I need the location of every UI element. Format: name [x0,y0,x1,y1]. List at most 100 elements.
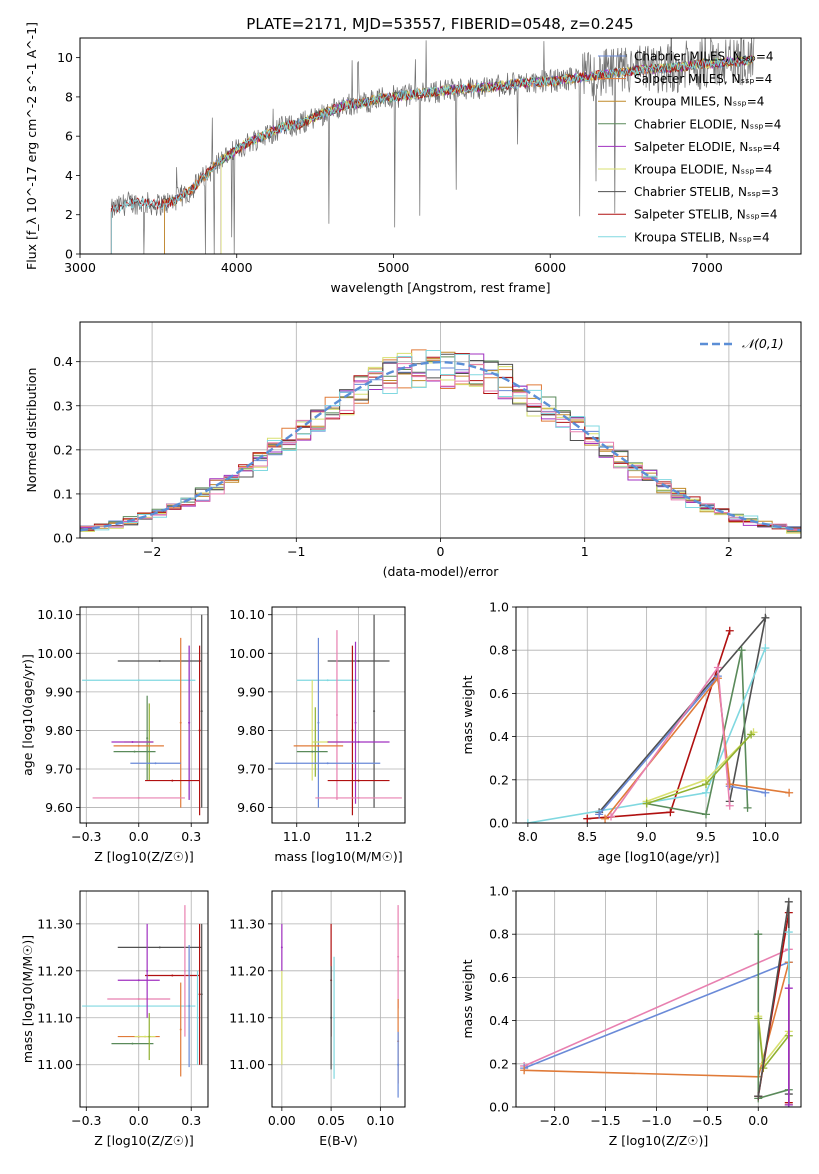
x-tick-label: 11.2 [345,829,373,844]
axes-frame [515,606,802,824]
y-tick-label: 11.20 [229,963,265,978]
series-line-chabrier-miles [523,961,790,1069]
y-tick-label: 10 [57,50,73,65]
normal-curve [80,360,801,532]
series-line-pink [610,665,731,817]
x-tick-label: 2 [725,544,733,559]
x-tick-label: 0.3 [181,829,201,844]
data-point [146,737,149,740]
y-tick-label: 11.10 [229,1010,265,1025]
y-tick-label: 10.00 [229,646,265,661]
panel-weight-vs-age: 8.0 8.5 9.0 9.5 10.0 0.0 0.2 0.4 0.6 0.8 1.0 age [l… [460,600,802,864]
data-point [326,762,329,765]
data-point [137,744,140,747]
point-marker [743,803,752,812]
x-tick-label: 8.5 [577,829,597,844]
data-point [330,1016,333,1019]
point-marker [754,930,763,939]
axes-frame [271,606,406,824]
data-point [131,1042,134,1045]
y-tick-label: 9.80 [237,723,265,738]
data-point [200,993,203,996]
data-point [179,721,182,724]
y-tick-label: 0.3 [53,398,73,413]
point-marker [595,810,604,819]
axes-frame [515,890,802,1108]
data-point [311,729,314,732]
series-line-chabrier-elodie [757,934,790,1100]
panel-spectrum: 3000 4000 5000 6000 7000 0 2 4 6 8 10 wavelength [A… [24,22,802,295]
data-point [146,969,149,972]
series-line-kroupa-elodie [646,731,755,803]
data-point [179,1028,182,1031]
data-point [280,1016,283,1019]
plot-area [82,614,203,816]
series-line-chabrier-stelib [757,901,790,1097]
data-point [171,779,174,782]
y-tick-label: 9.90 [237,684,265,699]
histogram-step-pink [80,363,801,533]
x-tick-label: 0.10 [366,1113,394,1128]
data-point [357,741,360,743]
y-tick-label: 0.2 [489,1056,509,1071]
y-tick-label: 0.4 [53,354,73,369]
x-tick-label: 10.0 [751,829,779,844]
figure-title: PLATE=2171, MJD=53557, FIBERID=0548, z=0… [246,15,633,33]
plot-area [280,905,400,1098]
plot-area [520,897,793,1107]
series-line-salpeter-stelib [587,630,731,820]
y-axis-label: Normed distribution [24,368,39,493]
y-axis-label: mass weight [460,959,475,1038]
data-point [333,1016,336,1019]
panel-age-vs-mass: 11.0 11.2 9.60 9.70 9.80 9.90 10.00 10.10 mass [… [229,606,406,864]
y-tick-label: 11.00 [37,1057,73,1072]
data-point [198,729,201,732]
data-point [357,779,360,782]
point-marker [761,613,770,622]
panel-residuals: −2 −1 0 1 2 0.0 0.1 0.2 0.3 0.4 (data-model)/error… [24,321,802,579]
x-tick-label: −0.3 [71,829,101,844]
x-tick-label: −0.3 [71,1113,101,1128]
point-marker [761,644,770,653]
series-line-salpeter-stelib [757,912,790,1103]
y-axis-label: mass weight [460,675,475,754]
data-point [137,679,140,682]
point-marker [784,984,793,993]
x-tick-label: −0.5 [692,1113,722,1128]
data-point [357,796,360,799]
x-tick-label: 9.5 [696,829,716,844]
data-point [183,969,186,972]
y-tick-label: 0.2 [489,772,509,787]
point-marker [737,646,746,655]
x-tick-label: 1 [581,544,589,559]
x-tick-label: 7000 [691,260,723,275]
x-tick-label: −2.0 [539,1113,569,1128]
plot-area [275,614,402,816]
plot-area [523,613,794,823]
point-marker [702,780,710,789]
data-point [131,741,134,743]
y-tick-label: 9.70 [45,762,73,777]
point-marker [754,1092,763,1101]
y-tick-label: 10.00 [37,646,73,661]
y-tick-label: 2 [65,207,73,222]
y-tick-label: 9.90 [45,684,73,699]
data-point [357,660,360,662]
point-marker [607,812,615,821]
y-tick-label: 0.6 [489,970,509,985]
data-point [280,946,283,949]
x-tick-label: 5000 [378,260,410,275]
y-tick-label: 0.0 [489,816,509,831]
x-tick-label: 0.0 [129,829,149,844]
y-tick-label: 4 [65,168,73,183]
point-marker [666,808,675,817]
x-tick-label: 0.3 [181,1113,201,1128]
data-point [158,946,161,949]
point-marker [702,810,710,819]
x-axis-label: age [log10(age/yr)] [598,849,720,864]
data-point [188,721,191,724]
data-point [373,710,376,713]
point-marker [784,897,793,906]
plot-area [80,349,801,535]
legend-entry: Chabrier MILES, Nₛₛₚ=4 [634,50,774,64]
